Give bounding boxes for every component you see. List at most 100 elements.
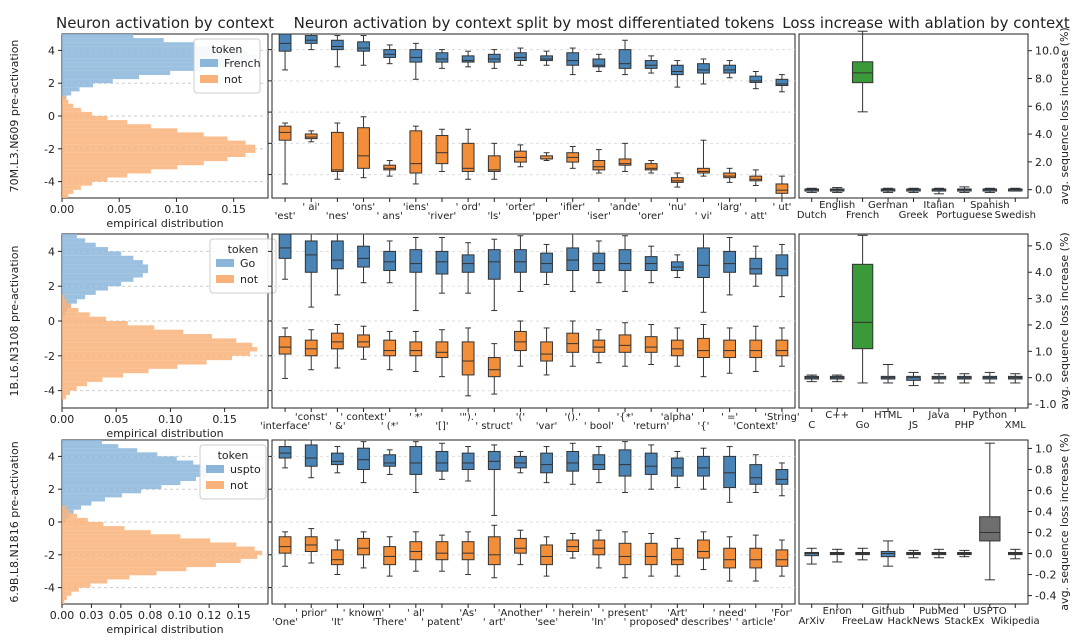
hist-xtick-label: 0.05 <box>104 413 129 426</box>
token-box-orange <box>304 339 318 357</box>
token-label: ' ai' <box>302 202 320 213</box>
token-box-blue <box>304 444 318 467</box>
hist-bar-token <box>62 281 122 287</box>
token-box-blue <box>723 455 737 489</box>
hist-bar-not <box>62 595 67 600</box>
token-label: ' present' <box>602 608 649 619</box>
hist-bar-not <box>62 513 78 518</box>
loss-xtick-label: Go <box>856 420 870 431</box>
token-label: 'iser' <box>587 211 611 222</box>
hist-bar-token <box>62 493 122 498</box>
loss-ytick-label: 0.2 <box>1035 527 1053 540</box>
hist-bar-token <box>62 264 149 269</box>
loss-ytick-label: 0.4 <box>1035 505 1053 518</box>
token-box-orange <box>644 542 658 566</box>
hist-bar-not <box>62 325 155 330</box>
loss-ytick-label: 0.0 <box>1035 548 1053 561</box>
token-label: ' bool' <box>584 421 614 432</box>
token-box-blue <box>644 60 658 69</box>
hist-bar-token <box>62 476 197 481</box>
hist-bar-token <box>62 260 143 265</box>
hist-bar-token <box>62 460 194 465</box>
hist-bar-not <box>62 334 213 339</box>
hist-bar-not <box>62 505 67 510</box>
loss-ytick-label: -0.2 <box>1035 569 1056 582</box>
hist-bar-not <box>62 368 149 374</box>
token-label: ' need' <box>713 608 747 619</box>
hist-bar-not <box>62 299 67 304</box>
token-box-orange <box>749 547 763 569</box>
token-label: '(' <box>516 412 525 423</box>
hist-bar-not <box>62 351 250 356</box>
token-box-orange <box>697 167 710 174</box>
token-box-blue <box>487 249 501 280</box>
token-label: 'const' <box>295 412 328 423</box>
token-label: ' proposed' <box>624 617 679 628</box>
hist-ytick-label: 4 <box>48 245 55 258</box>
token-box-orange <box>514 150 527 163</box>
token-box-orange <box>383 164 397 171</box>
hist-bar-not <box>62 579 108 584</box>
token-label: 'ifier' <box>560 202 585 213</box>
hist-bar-not <box>62 157 228 162</box>
token-label: 'orer' <box>638 211 664 222</box>
token-box-blue <box>435 52 449 63</box>
token-box-orange <box>723 172 737 179</box>
token-box-blue <box>304 35 318 44</box>
hist-bar-token <box>62 268 149 274</box>
token-label: 'var' <box>536 421 558 432</box>
token-box-blue <box>514 52 527 62</box>
hist-bar-not <box>62 355 233 361</box>
token-box-blue <box>409 446 423 475</box>
hist-bar-token <box>62 66 203 71</box>
hist-bar-token <box>62 489 142 494</box>
hist-bar-token <box>62 472 207 477</box>
token-box-orange <box>514 330 527 352</box>
loss-ytick-label: 5.0 <box>1035 240 1053 253</box>
token-label: 'alpha' <box>661 412 694 423</box>
hist-bar-not <box>62 526 125 531</box>
hist-bar-not <box>62 591 72 596</box>
hist-xtick-label: 0.12 <box>197 609 222 622</box>
hist-bar-not <box>62 571 157 576</box>
token-box-orange <box>278 125 292 141</box>
hist-bar-not <box>62 587 79 592</box>
loss-xtick-label: C <box>808 420 815 431</box>
hist-bar-not <box>62 377 103 382</box>
token-label: 'iens' <box>403 202 429 213</box>
loss-box <box>880 550 896 558</box>
loss-ytick-label: 10.0 <box>1035 45 1060 58</box>
token-box-orange <box>566 539 580 553</box>
loss-ytick-label: -1.0 <box>1035 398 1056 411</box>
token-box-orange <box>330 131 344 172</box>
hist-bar-not <box>62 394 67 400</box>
token-box-blue <box>409 49 423 63</box>
loss-xtick-label: Swedish <box>995 210 1036 221</box>
token-box-blue <box>749 464 763 485</box>
hist-bar-token <box>62 247 109 252</box>
token-box-blue <box>278 33 292 52</box>
token-label: 'nes' <box>326 211 349 222</box>
loss-xtick-label: English <box>819 200 855 211</box>
token-box-orange <box>357 127 370 169</box>
loss-xtick-label: Italian <box>923 200 954 211</box>
loss-xtick-label: Java <box>927 410 949 421</box>
title-right: Loss increase with ablation by context <box>782 14 1070 32</box>
token-box-orange <box>487 536 501 566</box>
token-box-orange <box>278 336 292 355</box>
loss-xtick-label: C++ <box>825 410 849 421</box>
hist-bar-not <box>62 148 256 153</box>
token-box-blue <box>618 249 632 272</box>
token-box-orange <box>357 334 370 348</box>
token-box-orange <box>435 135 449 165</box>
token-box-blue <box>383 250 397 272</box>
hist-bar-not <box>62 173 128 178</box>
hist-bar-not <box>62 185 81 190</box>
hist-bar-not <box>62 567 187 572</box>
token-label: '").' <box>460 412 477 423</box>
token-label: 'pper' <box>532 211 560 222</box>
hist-ytick-label: 2 <box>48 77 55 90</box>
hist-bar-not <box>62 522 104 527</box>
token-label: 'Art' <box>667 608 687 619</box>
